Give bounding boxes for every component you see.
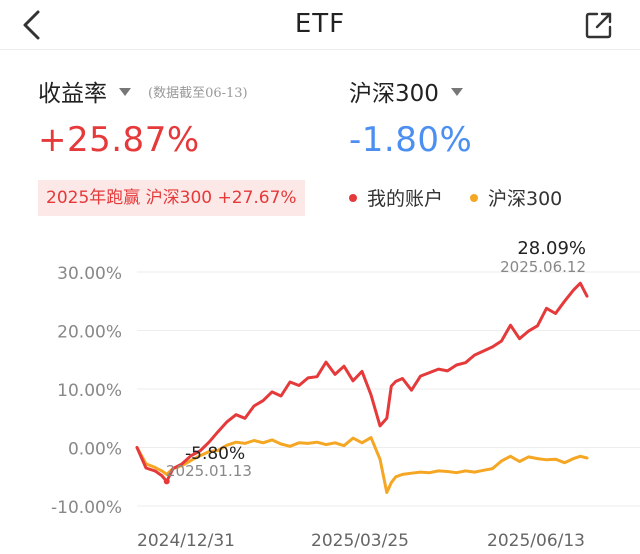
benchmark-label: 沪深300 bbox=[349, 81, 439, 107]
top-navigation-bar: ETF bbox=[0, 0, 640, 50]
account-return-value: +25.87% bbox=[38, 120, 200, 160]
min-value-label: -5.80% bbox=[185, 444, 245, 464]
legend-dot bbox=[470, 193, 478, 202]
legend-item-benchmark: 沪深300 bbox=[470, 184, 562, 211]
min-date-label: 2025.01.13 bbox=[166, 462, 252, 480]
y-tick-label: 0.00% bbox=[68, 440, 122, 460]
x-tick-label: 2024/12/31 bbox=[137, 531, 235, 551]
max-value-label: 28.09% bbox=[517, 238, 586, 259]
legend-label: 沪深300 bbox=[488, 188, 563, 210]
outperform-badge: 2025年跑赢 沪深300 +27.67% bbox=[38, 180, 305, 216]
return-rate-label: 收益率 bbox=[38, 81, 107, 107]
y-tick-label: -10.00% bbox=[51, 498, 122, 518]
x-tick-label: 2025/03/25 bbox=[311, 531, 409, 551]
benchmark-selector[interactable]: 沪深300 bbox=[349, 74, 463, 108]
y-tick-label: 10.00% bbox=[57, 381, 122, 401]
x-tick-label: 2025/06/13 bbox=[487, 531, 585, 551]
return-line-chart[interactable]: 30.00% 20.00% 10.00% 0.00% -10.00% 2024/12/31… bbox=[0, 230, 640, 554]
page-title: ETF bbox=[294, 9, 346, 39]
benchmark-return-value: -1.80% bbox=[349, 120, 473, 160]
caret-down-icon bbox=[119, 88, 131, 96]
legend-dot bbox=[349, 193, 357, 202]
legend-label: 我的账户 bbox=[367, 188, 444, 210]
benchmark-return-line bbox=[135, 436, 589, 494]
y-tick-label: 20.00% bbox=[57, 323, 122, 343]
caret-down-icon bbox=[450, 88, 463, 96]
chevron-left-icon[interactable] bbox=[18, 8, 48, 42]
legend-item-account: 我的账户 bbox=[349, 184, 443, 211]
return-rate-selector[interactable]: 收益率 bbox=[38, 74, 131, 108]
share-icon[interactable] bbox=[584, 10, 614, 40]
min-point-marker bbox=[163, 478, 170, 485]
account-return-line bbox=[135, 281, 589, 483]
data-as-of-date: (数据截至06-13) bbox=[148, 86, 248, 101]
max-date-label: 2025.06.12 bbox=[500, 258, 586, 276]
y-tick-label: 30.00% bbox=[57, 264, 122, 284]
